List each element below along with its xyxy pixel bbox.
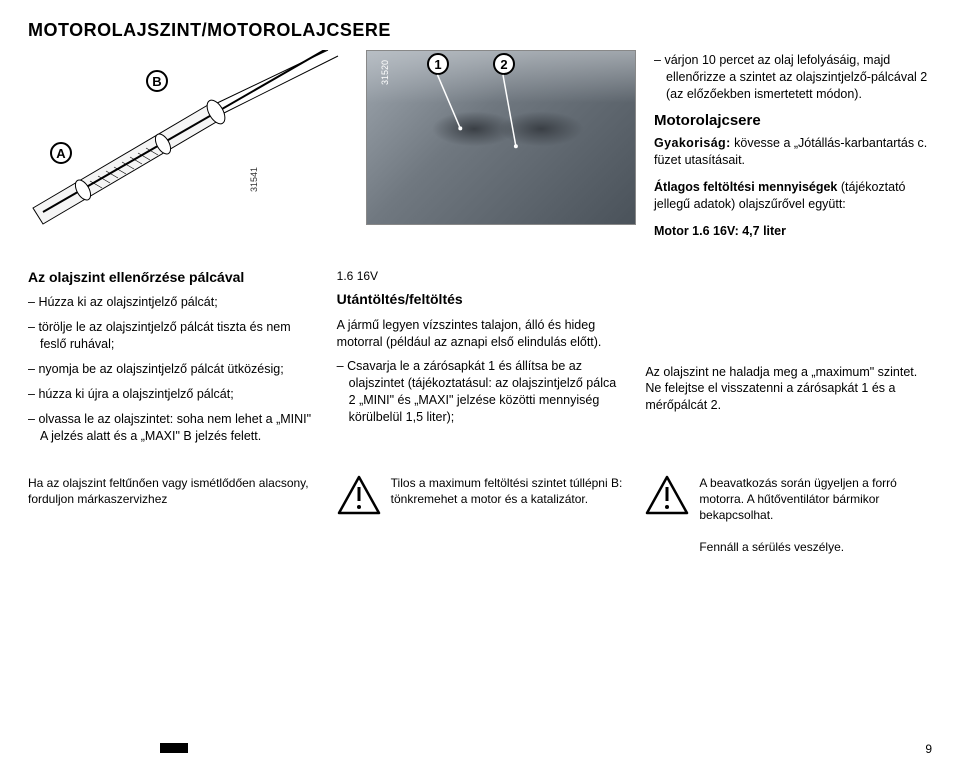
col2-list: Csavarja le a zárósapkát 1 és állítsa be… xyxy=(337,358,624,426)
warning-icon xyxy=(645,475,689,515)
warn2-text: A beavatkozás során ügyeljen a forró mot… xyxy=(699,475,932,556)
intro-h2-line: Átlagos feltöltési mennyiségek (tájékozt… xyxy=(654,179,932,213)
warning-icon xyxy=(337,475,381,515)
col1-list: Húzza ki az olajszintjelző pálcát; töröl… xyxy=(28,294,315,444)
intro-p4: Motor 1.6 16V: 4,7 liter xyxy=(654,223,932,240)
intro-block: várjon 10 percet az olaj lefolyásáig, ma… xyxy=(654,50,932,249)
col1-tail-cell: Ha az olajszint feltűnően vagy ismétlődő… xyxy=(28,475,315,507)
intro-h2: Átlagos feltöltési mennyiségek xyxy=(654,180,837,194)
dipstick-diagram: A B 31541 xyxy=(28,50,348,225)
col1-tail: Ha az olajszint feltűnően vagy ismétlődő… xyxy=(28,475,315,507)
page-number: 9 xyxy=(925,741,932,757)
intro-p2a: Gyakoriság: xyxy=(654,136,731,150)
page-title: MOTOROLAJSZINT/MOTOROLAJCSERE xyxy=(28,18,932,42)
list-item: húzza ki újra a olajszintjelző pálcát; xyxy=(28,386,315,403)
list-item: Húzza ki az olajszintjelző pálcát; xyxy=(28,294,315,311)
warn-1: Tilos a maximum feltöltési szintet túllé… xyxy=(337,475,624,515)
intro-h1: Motorolajcsere xyxy=(654,111,932,131)
list-item: nyomja be az olajszintjelző pálcát ütköz… xyxy=(28,361,315,378)
footer-tab xyxy=(160,743,188,753)
warn2a: A beavatkozás során ügyeljen a forró mot… xyxy=(699,476,896,522)
warn2b: Fennáll a sérülés veszélye. xyxy=(699,540,844,554)
col2-head: Utántöltés/feltöltés xyxy=(337,290,624,309)
list-item: olvassa le az olajszintet: soha nem lehe… xyxy=(28,411,315,445)
main-columns: Az olajszint ellenőrzése pálcával Húzza … xyxy=(28,268,932,453)
col-3: Az olajszint ne haladja meg a „maximum" … xyxy=(645,268,932,453)
warn1-text: Tilos a maximum feltöltési szintet túllé… xyxy=(391,475,624,507)
diagram-code-left: 31541 xyxy=(248,167,260,192)
col3-p1: Az olajszint ne haladja meg a „maximum" … xyxy=(645,364,932,415)
list-item: törölje le az olajszintjelző pálcát tisz… xyxy=(28,319,315,353)
col-1: Az olajszint ellenőrzése pálcával Húzza … xyxy=(28,268,315,453)
photo-leaders xyxy=(367,51,635,225)
col1-head: Az olajszint ellenőrzése pálcával xyxy=(28,268,315,287)
engine-photo: 31520 1 2 xyxy=(366,50,636,225)
dipstick-svg xyxy=(28,50,348,225)
warn-2: A beavatkozás során ügyeljen a forró mot… xyxy=(645,475,932,556)
intro-p1: várjon 10 percet az olaj lefolyásáig, ma… xyxy=(654,52,932,103)
col2-p1: A jármű legyen vízszintes talajon, álló … xyxy=(337,317,624,351)
warning-row: Ha az olajszint feltűnően vagy ismétlődő… xyxy=(28,475,932,556)
engine-label: 1.6 16V xyxy=(337,268,624,284)
list-item: Csavarja le a zárósapkát 1 és állítsa be… xyxy=(337,358,624,426)
top-row: A B 31541 31520 1 2 várjon 10 percet az … xyxy=(28,50,932,249)
intro-p2: Gyakoriság: kövesse a „Jótállás-karbanta… xyxy=(654,135,932,169)
col-2: 1.6 16V Utántöltés/feltöltés A jármű leg… xyxy=(337,268,624,453)
